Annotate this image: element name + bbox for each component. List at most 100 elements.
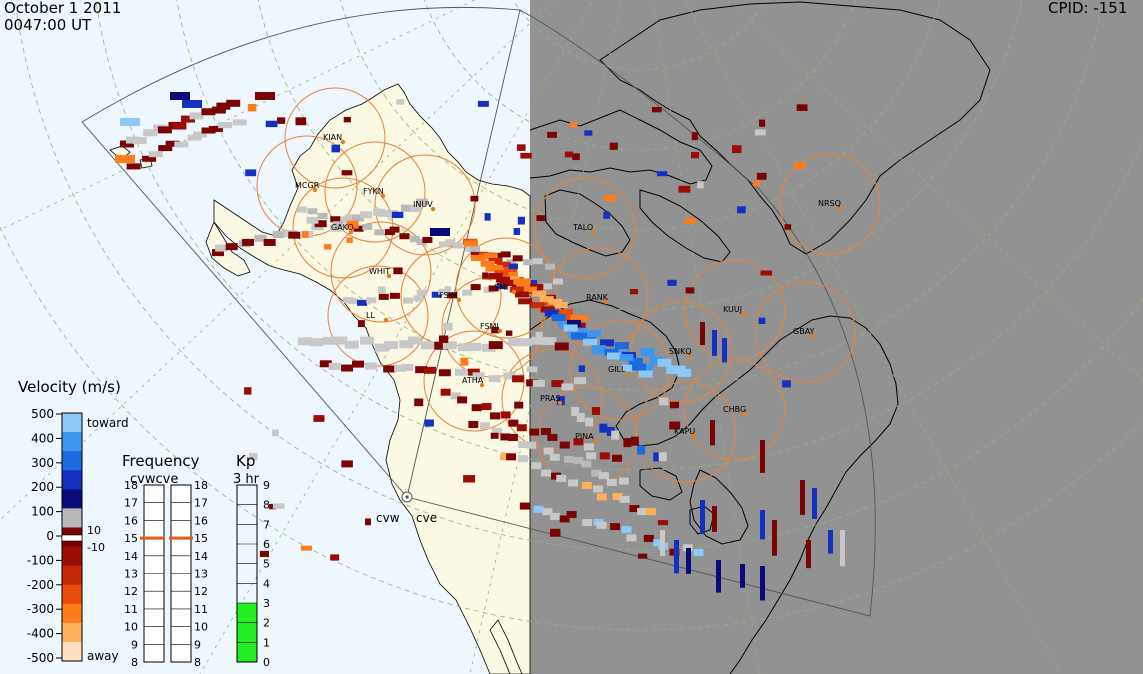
echo-cell (313, 415, 325, 422)
station-dot-chbg (740, 411, 746, 417)
frequency-marker-cve (169, 536, 193, 540)
echo-cell (174, 141, 189, 148)
velocity-color-swatch (62, 622, 82, 643)
echo-cell (513, 227, 521, 236)
echo-cell (573, 438, 584, 446)
echo-cell (543, 447, 554, 455)
velocity-tick-label: -400 (27, 627, 54, 641)
echo-cell (272, 231, 285, 239)
echo-cell (503, 267, 518, 274)
echo-cell (165, 140, 180, 147)
frequency-tick-left: 10 (124, 621, 138, 634)
echo-cell (416, 239, 427, 246)
station-circle-talo (534, 177, 636, 279)
velocity-color-swatch (62, 641, 82, 662)
echo-cell (463, 475, 476, 483)
station-circle-kapu (635, 381, 737, 483)
echo-cell (651, 107, 662, 113)
echo-cell (637, 445, 646, 455)
echo-cell (669, 421, 681, 430)
echo-cell (300, 545, 312, 551)
echo-cell (626, 534, 637, 542)
radar-fov-cve (406, 9, 876, 617)
echo-cell (393, 267, 403, 275)
frequency-scale: 18 17 16 15 14 13 12 11 10 9 8 18 17 16 15 14 13 12 11 10 9 8 (124, 479, 208, 669)
kp-tick-label: 1 (263, 636, 270, 649)
echo-cell (732, 145, 742, 154)
echo-cell (567, 314, 582, 321)
echo-cell (447, 292, 458, 299)
echo-cell (544, 263, 555, 270)
echo-cell (500, 453, 511, 461)
velocity-color-swatch (62, 565, 82, 586)
echo-cell (700, 500, 705, 535)
echo-cell (383, 365, 396, 373)
echo-cell (596, 521, 607, 529)
echo-cell (247, 104, 257, 112)
echo-cell (592, 347, 607, 355)
echo-cell (415, 198, 428, 206)
station-label-kuuj: KUUJ (723, 305, 742, 314)
echo-cell (581, 481, 592, 489)
kp-legend-title: Kp (236, 452, 255, 470)
echo-cell (760, 566, 765, 601)
kp-tick-label: 4 (263, 577, 270, 590)
echo-cell (216, 102, 231, 110)
echo-cell (542, 283, 553, 290)
echo-cell (526, 366, 538, 373)
echo-cell (520, 152, 532, 159)
echo-cell (341, 364, 354, 372)
echo-cell (656, 171, 668, 177)
echo-cell (722, 338, 727, 363)
velocity-tick-label: -300 (27, 602, 54, 616)
echo-cell (563, 324, 578, 332)
station-dot-kian (340, 139, 346, 145)
echo-cell (503, 372, 516, 380)
echo-cell (585, 417, 594, 427)
radar-fov-cvw (81, 6, 521, 498)
echo-cell (483, 253, 498, 260)
echo-cell (516, 144, 526, 151)
velocity-tick-label: 400 (31, 431, 54, 445)
time-label: 0047:00 UT (4, 16, 92, 34)
echo-cell (499, 280, 514, 287)
echo-cell (526, 441, 537, 449)
echo-cell (578, 365, 585, 372)
echo-cell (496, 276, 511, 283)
echo-cell (772, 520, 777, 556)
echo-cell (319, 360, 332, 368)
echo-cell (458, 343, 473, 352)
echo-cell (172, 122, 187, 130)
echo-cell (414, 398, 424, 407)
echo-cell (276, 117, 286, 124)
station-dot-nrsq (835, 205, 841, 211)
echo-cell (760, 270, 773, 276)
echo-cell (226, 99, 241, 107)
echo-cell (400, 363, 413, 371)
echo-cell (794, 162, 805, 170)
velocity-color-swatch (62, 470, 82, 490)
echo-cell (347, 220, 359, 229)
echo-cell (551, 472, 562, 480)
echo-cell (341, 170, 353, 176)
station-label-kian: KIAN (323, 133, 342, 142)
echo-cell (657, 520, 669, 526)
station-dot-kuuj (740, 311, 746, 317)
echo-cell (553, 302, 568, 309)
echo-cell (332, 221, 343, 228)
echo-cell (488, 375, 501, 383)
echo-cell (532, 290, 547, 297)
echo-cell (440, 388, 451, 396)
echo-cell (637, 508, 648, 516)
echo-cell (632, 363, 647, 371)
echo-cell (335, 216, 348, 224)
echo-cell (443, 322, 453, 331)
station-circle-chbg (684, 359, 786, 461)
echo-cell (828, 530, 833, 554)
echo-cell (471, 404, 482, 412)
echo-cell (551, 314, 566, 322)
echo-cell (215, 244, 228, 252)
echo-cell (330, 216, 341, 223)
echo-cell (357, 320, 365, 328)
